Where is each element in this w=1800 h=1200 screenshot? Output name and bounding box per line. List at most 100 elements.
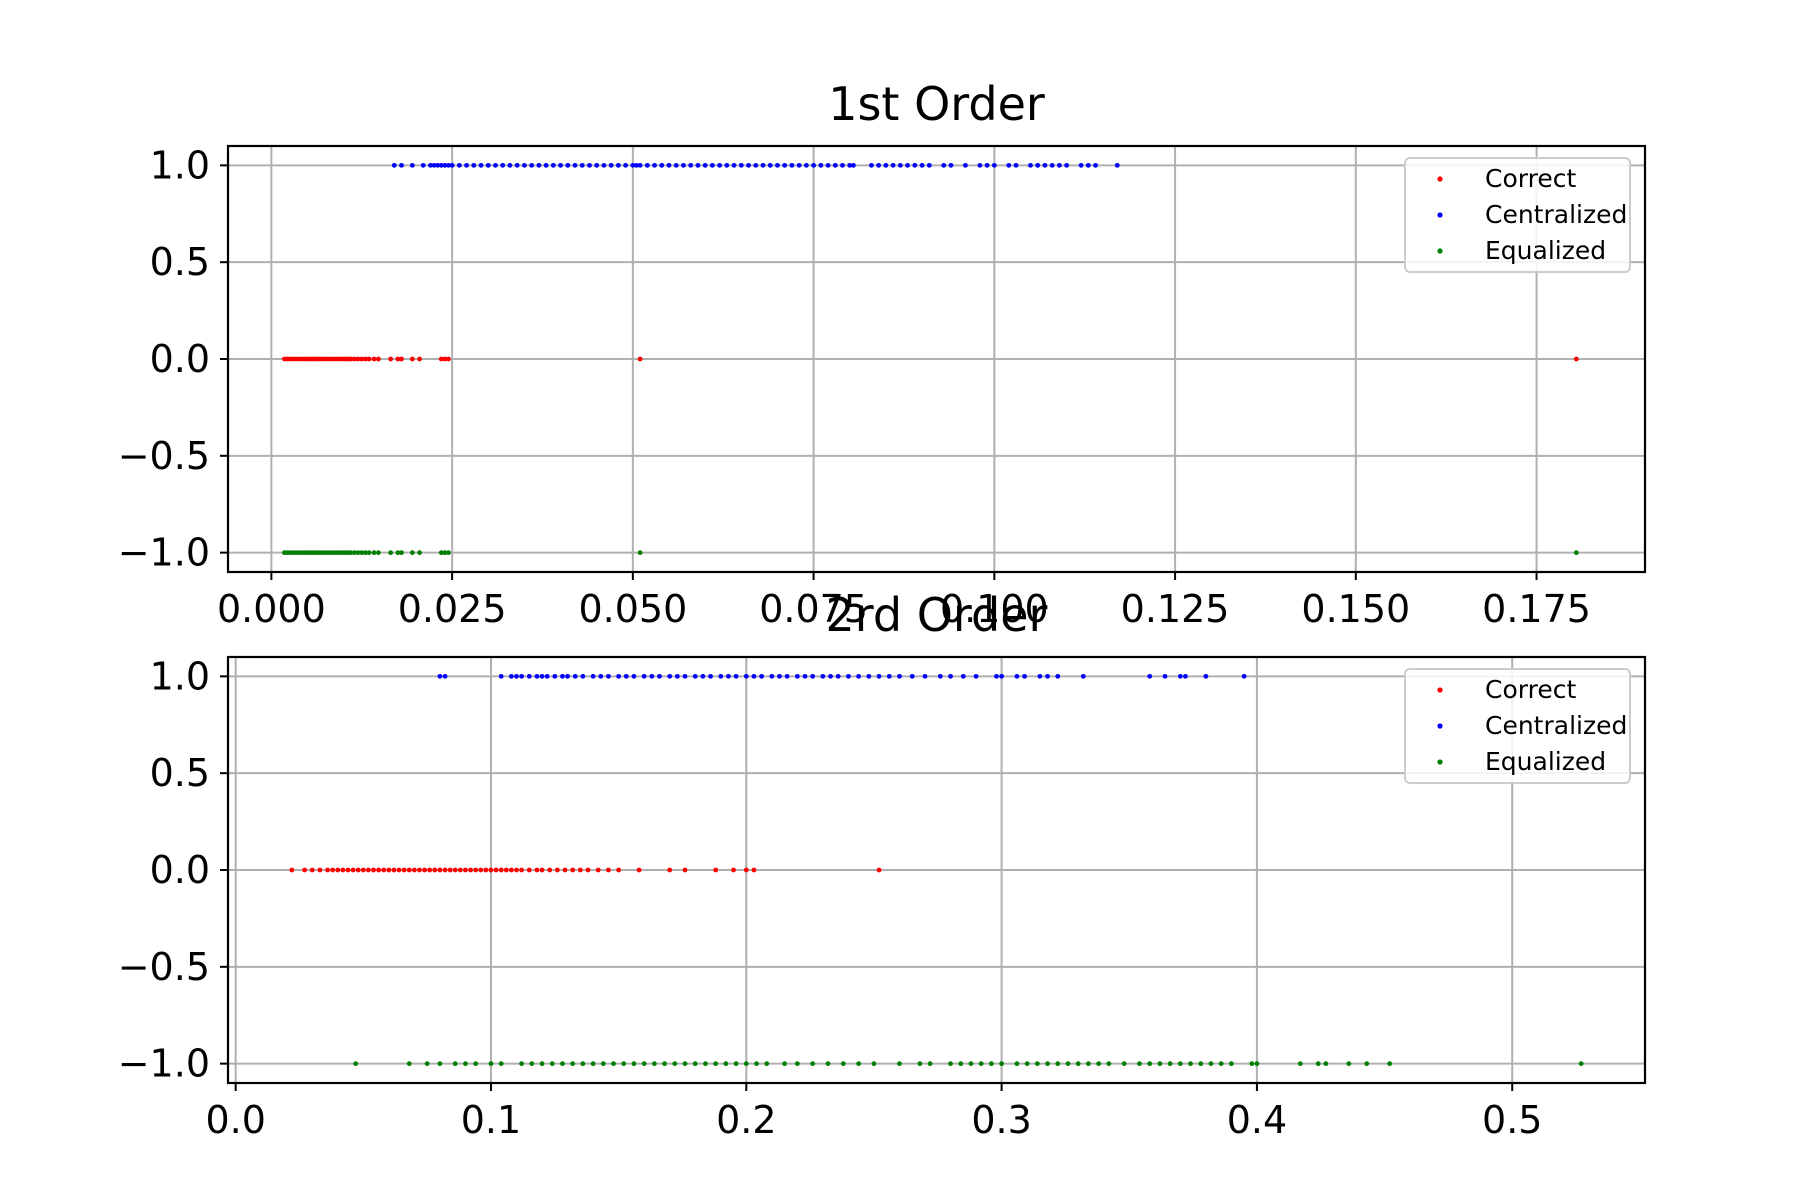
data-point — [601, 162, 607, 168]
data-point — [539, 867, 545, 873]
data-point — [753, 162, 759, 168]
data-point — [767, 162, 773, 168]
data-point — [700, 673, 706, 679]
data-point — [391, 162, 397, 168]
data-point — [560, 1061, 565, 1067]
y-tick-label: −0.5 — [118, 434, 210, 478]
x-tick-label: 0.025 — [398, 587, 507, 631]
data-point — [478, 867, 484, 873]
data-point — [406, 1061, 412, 1067]
y-tick-label: 0.5 — [150, 240, 210, 284]
data-point — [977, 162, 983, 168]
data-point — [1241, 673, 1247, 679]
data-point — [1078, 162, 1084, 168]
data-point — [897, 162, 903, 168]
series-centralized — [391, 162, 1120, 168]
data-point — [616, 162, 621, 168]
data-point — [1034, 1061, 1040, 1067]
data-point — [840, 1061, 846, 1067]
data-point — [1049, 162, 1055, 168]
data-point — [572, 162, 578, 168]
series-correct — [281, 356, 1579, 362]
data-point — [682, 867, 688, 873]
data-point — [733, 1061, 739, 1067]
data-point — [514, 673, 519, 679]
y-tick-label: 0.0 — [150, 848, 210, 892]
x-tick-label: 0.5 — [1482, 1098, 1542, 1142]
data-point — [539, 673, 545, 679]
data-point — [644, 162, 650, 168]
data-point — [1055, 673, 1061, 679]
data-point — [746, 162, 751, 168]
data-point — [449, 162, 455, 168]
data-point — [442, 673, 448, 679]
data-point — [999, 1061, 1005, 1067]
data-point — [968, 1061, 974, 1067]
data-point — [960, 673, 966, 679]
data-point — [662, 1061, 667, 1067]
data-point — [1323, 1061, 1329, 1067]
data-point — [442, 550, 448, 556]
data-point — [1208, 1061, 1214, 1067]
legend-label: Correct — [1485, 675, 1576, 704]
data-point — [560, 673, 565, 679]
data-point — [937, 673, 943, 679]
legend-marker — [1437, 212, 1443, 218]
data-point — [509, 867, 514, 873]
data-point — [871, 1061, 877, 1067]
data-point — [565, 162, 571, 168]
data-point — [431, 162, 437, 168]
data-point — [978, 1061, 984, 1067]
legend: Correct Centralized Equalized — [1404, 157, 1631, 273]
data-point — [708, 673, 713, 679]
data-point — [371, 867, 376, 873]
data-point — [876, 673, 882, 679]
data-point — [637, 356, 643, 362]
data-point — [539, 1061, 545, 1067]
data-point — [570, 1061, 576, 1067]
data-point — [600, 1061, 606, 1067]
x-tick-label: 0.050 — [578, 587, 687, 631]
legend-label: Correct — [1485, 164, 1576, 193]
data-point — [621, 1061, 627, 1067]
x-tick-label: 0.125 — [1121, 587, 1230, 631]
data-point — [1080, 673, 1086, 679]
data-point — [731, 162, 737, 168]
data-point — [395, 356, 401, 362]
data-point — [912, 162, 918, 168]
data-point — [1315, 1061, 1321, 1067]
data-point — [289, 867, 295, 873]
data-point — [391, 867, 397, 873]
data-point — [636, 867, 642, 873]
data-point — [657, 673, 662, 679]
data-point — [428, 162, 433, 168]
data-point — [446, 162, 451, 168]
data-point — [437, 867, 443, 873]
data-point — [866, 673, 872, 679]
data-point — [355, 867, 361, 873]
data-point — [630, 162, 636, 168]
data-point — [375, 356, 381, 362]
data-point — [409, 550, 415, 556]
data-point — [457, 867, 463, 873]
data-point — [789, 162, 795, 168]
data-point — [723, 1061, 729, 1067]
data-point — [388, 356, 394, 362]
legend: Correct Centralized Equalized — [1404, 668, 1631, 784]
data-point — [381, 867, 387, 873]
data-point — [366, 356, 372, 362]
data-point — [585, 867, 591, 873]
data-point — [577, 867, 583, 873]
data-point — [713, 867, 719, 873]
data-point — [743, 673, 749, 679]
data-point — [782, 162, 788, 168]
data-point — [1183, 673, 1188, 679]
data-point — [386, 867, 392, 873]
data-point — [1249, 1061, 1255, 1067]
legend-label: Centralized — [1485, 200, 1627, 229]
data-point — [641, 1061, 647, 1067]
data-point — [360, 867, 366, 873]
data-point — [417, 550, 422, 556]
data-point — [796, 162, 802, 168]
data-point — [507, 162, 513, 168]
